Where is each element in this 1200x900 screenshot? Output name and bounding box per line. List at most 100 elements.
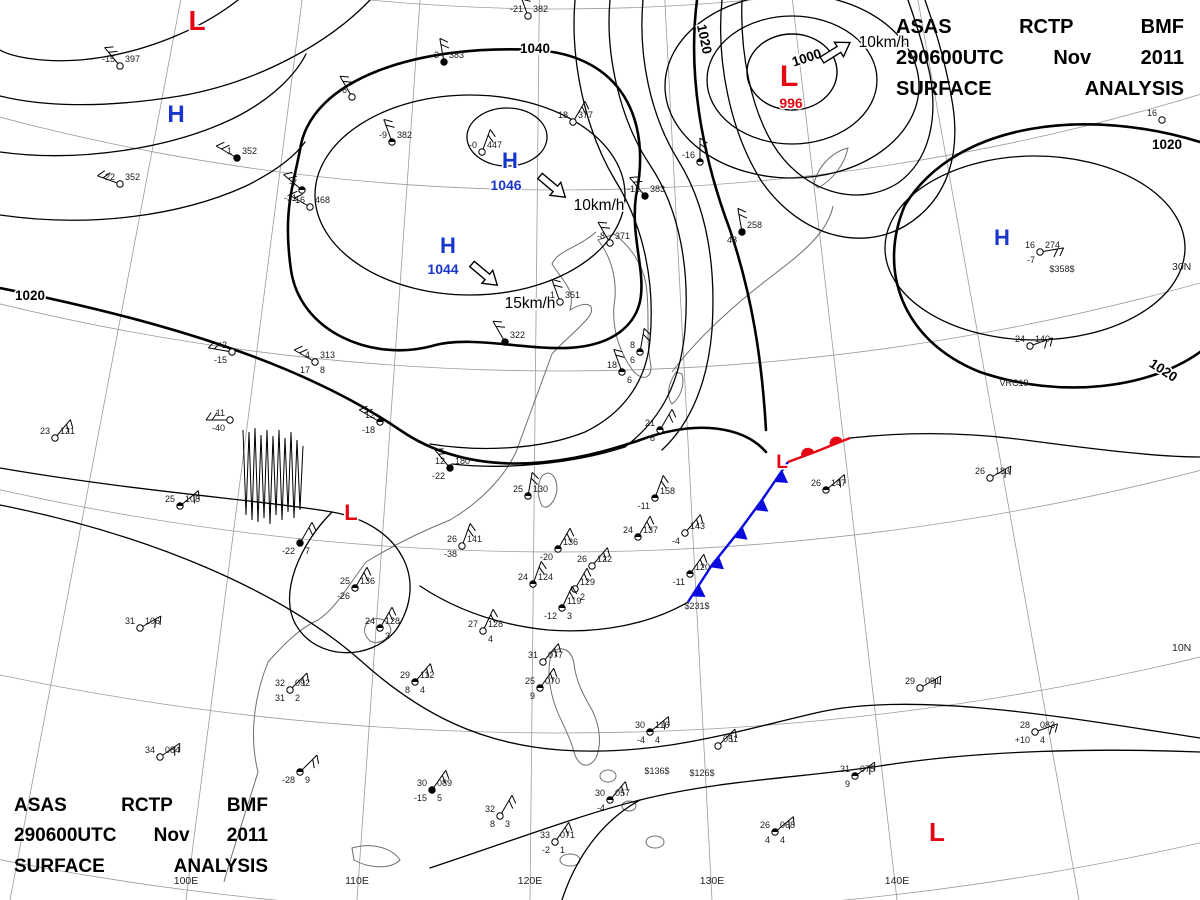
wind-barb-tick [429,663,434,673]
station-value: 120 [695,562,710,572]
coastline [645,835,665,849]
wind-barb [215,145,238,159]
station-plot: 18 377 [558,100,593,126]
wind-barb-tick [1049,725,1053,735]
station-plot: 25 070 9 [525,668,560,701]
wind-barb-tick [1044,339,1048,349]
station-symbol-half [636,348,644,352]
wind-barb-tick [66,424,70,434]
wind-barb-tick [383,118,393,123]
wind-barb [557,527,571,550]
wind-barb-tick [495,325,506,328]
wind-barb-tick [1049,337,1054,347]
annotation-text: VRC19 [999,378,1028,388]
station-value: 21 [645,418,655,428]
station-value: -15 [414,793,427,803]
station-plot: 29 091 [905,675,942,692]
title-block-bottom-left: ASAS RCTP BMF 290600UTC Nov 2011 SURFACE… [14,791,268,882]
wind-barb [532,561,542,585]
low-pressure-symbol: L [188,5,205,36]
wind-barb-tick [490,614,496,623]
station-symbol [738,228,746,236]
station-value: 4 [1040,735,1045,745]
station-plot: 30 089 -15 5 [414,770,452,803]
wind-barb-tick [97,170,106,177]
station-symbol-half [686,570,694,574]
isobar [719,0,956,239]
station-symbol [1026,342,1034,350]
station-value: 070 [545,676,560,686]
station-value: 092 [295,678,310,688]
speed-label: 10km/h [574,197,625,214]
station-value: 352 [242,146,257,156]
wind-barb-tick [551,278,561,283]
station-value: 23 [40,426,50,436]
station-symbol-half [851,772,859,776]
station-value: 129 [580,577,595,587]
wind-barb [379,606,393,629]
station-value: -16 [682,150,695,160]
station-plot: 051 [714,728,738,750]
isobar [0,0,371,106]
station-symbol-half [298,186,306,190]
station-symbol [714,742,722,750]
wind-barb-tick [788,820,791,830]
station-symbol [916,684,924,692]
isobar [849,433,1200,458]
wind-barb [482,609,494,632]
station-value: 397 [125,54,140,64]
wind-barb-tick [388,612,394,621]
longitude-label: 100E [174,875,199,887]
station-symbol [136,624,144,632]
wind-barb-tick [671,409,677,418]
isobar [0,0,239,62]
wind-barb-tick [843,474,846,484]
isobar [0,286,768,465]
wind-barb-tick [299,348,308,354]
wind-barb [358,409,381,423]
station-value: 075 [860,764,875,774]
wind-barb-tick [342,80,353,83]
station-plot: -7 -31 [283,171,306,203]
station-value: 351 [565,290,580,300]
longitude-line [664,0,713,900]
wind-barb-tick [359,405,368,411]
wind-barb-tick [1053,248,1059,258]
station-value: 1 [560,845,565,855]
station-plot: 24 137 [623,515,658,541]
station-value: 26 [811,478,821,488]
station-value: -7 [289,178,297,188]
station-value: 25 [525,676,535,686]
wind-barb-tick [553,284,563,288]
wind-barb-tick [699,143,708,150]
wind-barb [597,221,611,244]
latitude-label: 10N [1172,642,1191,654]
isobar [664,0,920,179]
high-pressure-symbol: H [994,225,1010,250]
station-symbol [116,180,124,188]
station-value: -11 [673,577,685,587]
station-symbol [501,338,509,346]
station-value: 4 [780,835,785,845]
station-symbol [1036,248,1044,256]
station-value: -28 [282,775,295,785]
station-value: 16 [1025,240,1035,250]
station-value: 6 [627,375,632,385]
station-plot: -16 [682,137,708,166]
wind-barb [629,177,646,197]
title-line-2: 290600UTC Nov 2011 [14,825,268,847]
wind-barb [414,663,431,683]
wind-barb-tick [439,37,449,43]
station-value: 8 [405,685,410,695]
station-plot: 158 -11 [638,475,675,511]
coastline [668,371,684,405]
isobar [892,123,1200,389]
wind-barb [354,566,368,589]
station-value: 31 [528,650,538,660]
wind-barb-tick [540,561,547,570]
coastlines [223,147,849,883]
station-symbol-half [536,684,544,688]
wind-barb [104,47,121,67]
